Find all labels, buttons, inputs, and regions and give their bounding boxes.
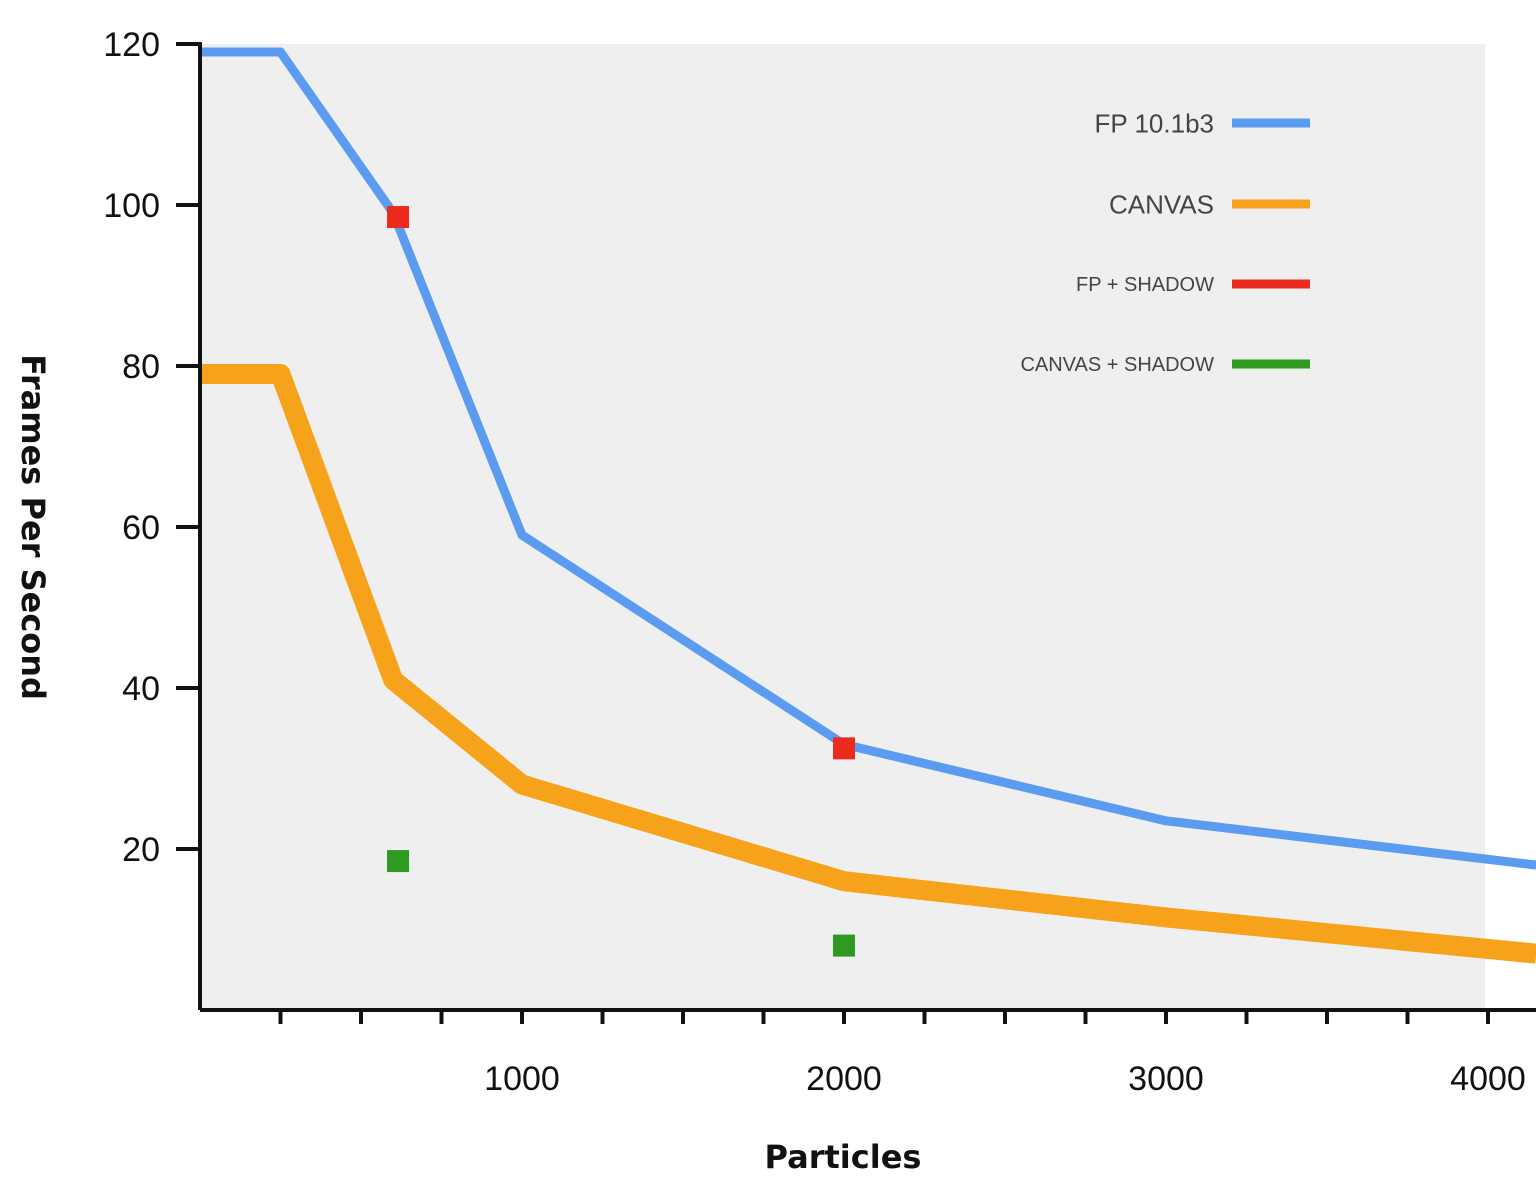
- legend-label: FP + SHADOW: [1076, 274, 1214, 296]
- x-tick-label: 3000: [1128, 1060, 1204, 1098]
- x-axis-title: Particles: [765, 1138, 922, 1176]
- y-tick-label: 100: [103, 187, 160, 225]
- series-layer: [200, 47, 1536, 964]
- marker-canvas-shadow: [387, 850, 410, 873]
- series-line-fp-10-1b3: [200, 47, 1536, 870]
- x-tick-label: 1000: [484, 1060, 560, 1098]
- y-tick-label: 120: [103, 26, 160, 64]
- y-axis-title: Frames Per Second: [14, 354, 52, 700]
- y-tick-label: 20: [122, 831, 160, 869]
- marker-fp-shadow: [387, 206, 410, 229]
- y-tick-label: 60: [122, 509, 160, 547]
- y-tick-label: 40: [122, 670, 160, 708]
- x-tick-label: 2000: [806, 1060, 882, 1098]
- y-tick-label: 80: [122, 348, 160, 386]
- x-tick-label: 4000: [1450, 1060, 1526, 1098]
- legend-label: CANVAS + SHADOW: [1020, 354, 1214, 376]
- legend: FP 10.1b3 CANVAS FP + SHADOW CANVAS + SHADO…: [1020, 108, 1310, 376]
- series-line-canvas: [200, 364, 1536, 964]
- marker-fp-shadow: [833, 737, 855, 760]
- ticks-layer: 20 40 60 80 100 120 1000 2000 3000 4000: [103, 26, 1526, 1098]
- legend-label: FP 10.1b3: [1094, 108, 1214, 138]
- marker-canvas-shadow: [833, 934, 855, 957]
- legend-label: CANVAS: [1109, 189, 1214, 219]
